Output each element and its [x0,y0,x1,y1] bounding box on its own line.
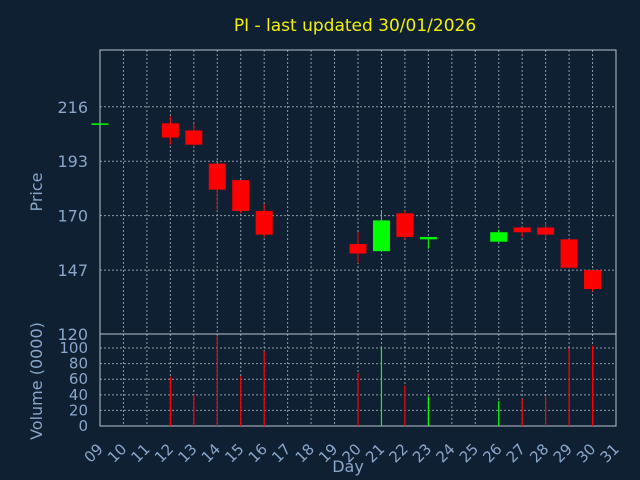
candle [255,203,273,237]
x-axis-title: Day [332,457,364,476]
volume-axis-title: Volume (0000) [27,322,46,440]
candle-body [513,227,531,233]
x-tick-label: 25 [456,440,482,466]
volume-tick-label: 100 [59,339,88,357]
price-tick-label: 170 [57,207,88,226]
x-tick-label: 11 [128,440,154,466]
x-tick-label: 15 [221,440,247,466]
candle [185,123,203,148]
x-tick-label: 28 [526,440,552,466]
candle [161,116,179,145]
x-tick-label: 29 [550,440,576,466]
candle [584,270,602,292]
x-tick-label: 24 [432,440,458,466]
candle [372,210,390,252]
candle-body [490,232,508,242]
candle [91,123,109,125]
candle-body [185,130,203,145]
candle [490,229,508,242]
price-tick-label: 193 [57,152,88,171]
candle-body [396,213,414,237]
price-tick-label: 120 [57,325,88,344]
x-tick-label: 14 [198,440,224,466]
candle-body [91,123,109,125]
candle-body [537,227,555,235]
candle-body [161,123,179,138]
x-tick-label: 16 [245,440,271,466]
x-tick-label: 31 [597,440,623,466]
candle-body [255,210,273,235]
x-tick-label: 30 [573,440,599,466]
candle [349,232,367,263]
x-tick-label: 09 [81,440,107,466]
volume-tick-label: 80 [69,355,88,373]
candle-body [584,270,602,290]
price-tick-labels: 147 170 193 216 120 [57,98,88,344]
x-tick-label: 12 [151,440,177,466]
candle-body [208,163,226,190]
candle [396,210,414,240]
candle-body [560,239,578,268]
candle [560,239,578,268]
x-tick-label: 21 [362,440,388,466]
volume-tick-label: 20 [69,401,88,419]
x-tick-label: 17 [268,440,294,466]
volume-bars [169,335,594,426]
x-tick-label: 26 [479,440,505,466]
volume-tick-label: 40 [69,386,88,404]
x-tick-label: 22 [386,440,412,466]
price-tick-label: 147 [57,261,88,280]
candle [419,236,437,249]
price-axis-title: Price [27,172,46,211]
volume-tick-label: 0 [78,417,88,435]
candle-body [232,180,250,211]
candle-body [349,244,367,254]
volume-tick-label: 60 [69,370,88,388]
candle-body [372,220,390,252]
x-tick-label: 18 [292,440,318,466]
x-tick-label: 13 [174,440,200,466]
chart-title: PI - last updated 30/01/2026 [234,16,476,36]
x-tick-label: 10 [104,440,130,466]
candle [232,180,250,214]
candle [208,163,226,211]
price-gridlines [100,50,616,334]
candle-body [419,236,437,240]
x-tick-label: 27 [503,440,529,466]
x-tick-label: 23 [409,440,435,466]
price-tick-label: 216 [57,98,88,117]
candle [537,222,555,240]
candle [513,227,531,237]
candles [91,116,602,292]
